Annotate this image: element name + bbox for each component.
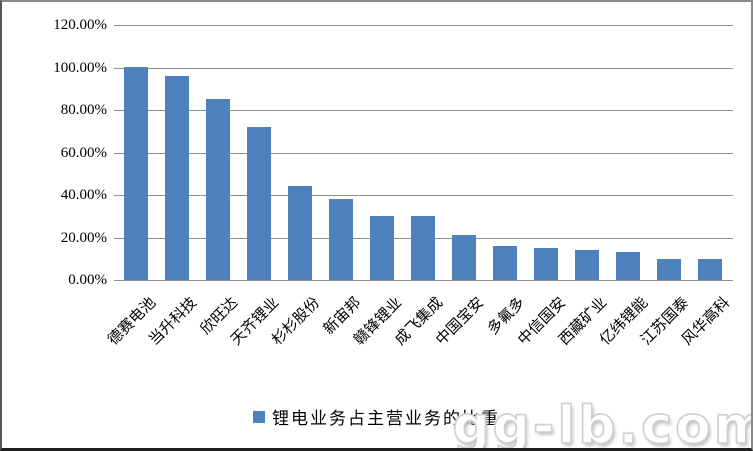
y-tick-mark — [114, 280, 123, 281]
y-tick-mark — [114, 110, 123, 111]
x-category-label: 西藏矿业 — [556, 294, 611, 349]
x-category-label: 江苏国泰 — [638, 294, 693, 349]
x-category-label: 亿纬锂能 — [597, 294, 652, 349]
gridline — [123, 280, 733, 281]
y-tick-label: 20.00% — [60, 230, 107, 246]
bar-中国宝安 — [452, 235, 476, 280]
gridline — [123, 68, 733, 69]
bar-亿纬锂能 — [616, 252, 640, 280]
y-axis: 120.00% 100.00% 80.00% 60.00% 40.00% 20.00% 0.… — [2, 2, 123, 302]
x-category-label: 当升科技 — [146, 294, 201, 349]
bar-当升科技 — [165, 76, 189, 280]
y-tick-label: 100.00% — [53, 60, 107, 76]
bar-风华高科 — [698, 259, 722, 280]
plot-area — [123, 25, 733, 281]
bar-江苏国泰 — [657, 259, 681, 280]
y-tick-mark — [114, 68, 123, 69]
bar-中信国安 — [534, 248, 558, 280]
bar-多氟多 — [493, 246, 517, 280]
y-tick-label: 120.00% — [53, 17, 107, 33]
y-tick-mark — [114, 238, 123, 239]
y-tick-mark — [114, 153, 123, 154]
x-category-label: 赣锋锂业 — [351, 294, 406, 349]
legend: 锂电业务占主营业务的比重 — [2, 404, 751, 429]
x-category-label: 天齐锂业 — [228, 294, 283, 349]
bar-新宙邦 — [329, 199, 353, 280]
legend-label: 锂电业务占主营业务的比重 — [272, 409, 500, 428]
y-tick-mark — [114, 25, 123, 26]
bar-赣锋锂业 — [370, 216, 394, 280]
x-category-label: 中国宝安 — [433, 294, 488, 349]
x-category-label: 杉杉股份 — [269, 294, 324, 349]
gridline — [123, 25, 733, 26]
legend-marker-icon — [253, 410, 265, 423]
bar-西藏矿业 — [575, 250, 599, 280]
x-category-label: 成飞集成 — [392, 294, 447, 349]
x-category-label: 风华高科 — [679, 294, 734, 349]
gridline — [123, 153, 733, 154]
x-category-label: 欣旺达 — [197, 294, 242, 338]
x-category-label: 多氟多 — [484, 294, 529, 338]
x-category-label: 中信国安 — [515, 294, 570, 349]
bar-欣旺达 — [206, 99, 230, 280]
bar-天齐锂业 — [247, 127, 271, 280]
watermark: gg-lb.com — [452, 395, 753, 451]
bar-成飞集成 — [411, 216, 435, 280]
y-tick-label: 40.00% — [60, 187, 107, 203]
y-tick-label: 0.00% — [68, 272, 107, 288]
y-tick-label: 60.00% — [60, 145, 107, 161]
bar-德赛电池 — [124, 67, 148, 280]
y-tick-label: 80.00% — [60, 102, 107, 118]
x-category-label: 新宙邦 — [320, 294, 365, 338]
gridline — [123, 110, 733, 111]
gridline — [123, 195, 733, 196]
bar-杉杉股份 — [288, 186, 312, 280]
y-tick-mark — [114, 195, 123, 196]
